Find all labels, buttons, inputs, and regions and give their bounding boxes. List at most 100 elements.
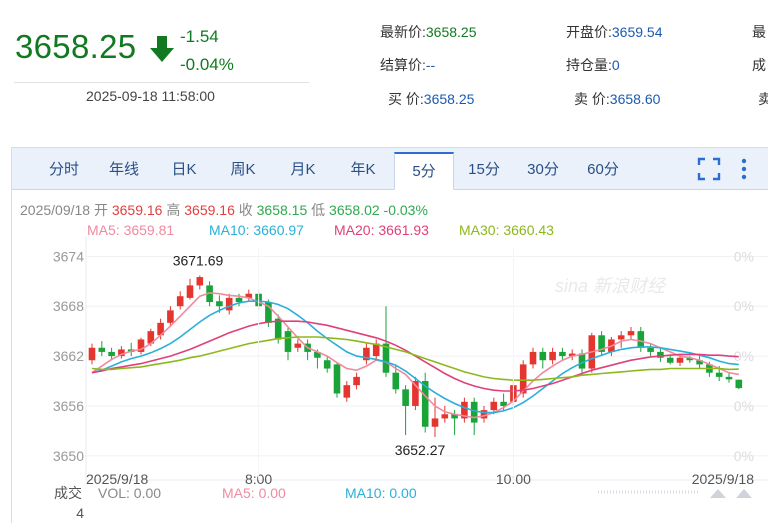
ma30-info: MA30: 3660.43 bbox=[459, 222, 554, 238]
candle-body bbox=[451, 414, 458, 419]
candle-body bbox=[470, 401, 478, 423]
scroll-left-icon bbox=[710, 489, 726, 498]
tab-daily-k[interactable]: 日K bbox=[171, 161, 197, 178]
quote-datetime: 2025-09-18 11:58:00 bbox=[86, 88, 215, 104]
more-menu-icon[interactable] bbox=[738, 157, 750, 181]
y-tick-label: 3650 bbox=[53, 448, 84, 464]
candle-body bbox=[108, 351, 115, 357]
candle-body bbox=[323, 360, 331, 369]
field-cut-9: 卖 bbox=[758, 91, 768, 107]
ma-line-ma10 bbox=[91, 300, 739, 414]
candle-body bbox=[265, 302, 272, 323]
y-tick-label: 3662 bbox=[53, 348, 84, 364]
candle-body bbox=[216, 301, 223, 307]
field-open-interest: 持仓量:0 bbox=[566, 57, 620, 73]
fullscreen-icon[interactable] bbox=[697, 157, 721, 181]
tab-30min[interactable]: 30分 bbox=[527, 161, 559, 178]
y-tick-right-label: 0% bbox=[734, 348, 754, 364]
down-arrow-icon bbox=[150, 36, 174, 62]
candle-body bbox=[715, 372, 723, 377]
field-latest-price: 最新价:3658.25 bbox=[380, 24, 477, 40]
tab-15min[interactable]: 15分 bbox=[468, 161, 500, 178]
candle-body bbox=[88, 347, 96, 361]
candle-body bbox=[441, 414, 449, 419]
scroll-right-icon bbox=[736, 489, 752, 498]
tab-monthly-k[interactable]: 月K bbox=[290, 161, 316, 178]
y-tick-label: 3668 bbox=[53, 298, 84, 314]
quote-header: 3658.25 -1.54 -0.04% 2025-09-18 11:58:00… bbox=[0, 0, 768, 118]
tab-60min[interactable]: 60分 bbox=[587, 161, 619, 178]
candle-body bbox=[490, 401, 498, 411]
field-ask-price: 卖 价:3658.60 bbox=[574, 91, 661, 107]
candle-body bbox=[657, 351, 664, 358]
field-cut-3: 最 bbox=[752, 24, 766, 40]
candle-body bbox=[176, 296, 184, 307]
volume-y-tick: 4 bbox=[76, 505, 84, 521]
volume-ma10: MA10: 0.00 bbox=[345, 485, 417, 501]
candle-body bbox=[137, 339, 145, 352]
last-price: 3658.25 bbox=[15, 28, 137, 65]
candle-body bbox=[167, 310, 174, 323]
period-tabs: 分时 年线 日K 周K 月K 年K 5分 15分 30分 60分 bbox=[12, 148, 768, 190]
candle-body bbox=[539, 351, 547, 361]
candle-body bbox=[353, 376, 360, 386]
tab-yearly-k[interactable]: 年K bbox=[350, 161, 376, 178]
candle-body bbox=[196, 277, 204, 286]
candle-body bbox=[529, 351, 537, 365]
volume-title: 成交 bbox=[54, 485, 82, 501]
candle-body bbox=[343, 385, 351, 398]
candle-body bbox=[372, 343, 380, 357]
candle-body bbox=[98, 347, 106, 352]
candle-body bbox=[118, 349, 125, 357]
y-tick-right-label: 0% bbox=[734, 448, 754, 464]
y-tick-right-label: 0% bbox=[734, 398, 754, 414]
candle-body bbox=[617, 335, 625, 340]
candle-body bbox=[382, 343, 390, 373]
price-change: -1.54 bbox=[180, 27, 219, 46]
candle-body bbox=[284, 331, 292, 352]
volume-ma5: MA5: 0.00 bbox=[222, 485, 286, 501]
candle-body bbox=[735, 379, 743, 389]
candle-body bbox=[333, 364, 341, 394]
candle-body bbox=[245, 293, 253, 298]
candle-body bbox=[559, 351, 566, 357]
extreme-annotation: 3671.69 bbox=[173, 253, 224, 269]
tab-weekly-k[interactable]: 周K bbox=[230, 161, 256, 178]
field-cut-6: 成 bbox=[752, 57, 766, 73]
candle-body bbox=[235, 297, 243, 303]
candle-body bbox=[637, 331, 645, 348]
candle-body bbox=[431, 418, 439, 427]
candle-body bbox=[402, 389, 409, 406]
x-tick-label: 2025/9/18 bbox=[86, 471, 148, 487]
candle-body bbox=[186, 285, 194, 298]
ma20-info: MA20: 3661.93 bbox=[334, 222, 429, 238]
tab-timeshare[interactable]: 分时 bbox=[48, 161, 79, 178]
candle-body bbox=[598, 335, 605, 352]
field-settle-price: 结算价:-- bbox=[380, 57, 436, 73]
ma-line-ma5 bbox=[91, 292, 739, 419]
candle-body bbox=[627, 331, 635, 336]
ma-line-ma20 bbox=[91, 320, 739, 392]
chart-panel: 分时 年线 日K 周K 月K 年K 5分 15分 30分 60分 2025/09… bbox=[11, 147, 768, 523]
ma5-info: MA5: 3659.81 bbox=[87, 222, 175, 238]
volume-vol: VOL: 0.00 bbox=[98, 485, 161, 501]
y-tick-right-label: 0% bbox=[734, 298, 754, 314]
candle-body bbox=[480, 410, 488, 419]
ma10-info: MA10: 3660.97 bbox=[209, 222, 304, 238]
candle-body bbox=[549, 351, 556, 361]
candle-body bbox=[363, 347, 370, 361]
candle-body bbox=[421, 381, 429, 427]
candle-body bbox=[314, 351, 321, 358]
x-tick-label: 2025/9/18 bbox=[692, 471, 754, 487]
candle-body bbox=[294, 343, 302, 348]
ohlc-info: 2025/09/18 开 3659.16 高 3659.16 收 3658.15… bbox=[20, 202, 428, 218]
tab-5min[interactable]: 5分 bbox=[394, 152, 454, 190]
tab-year-line[interactable]: 年线 bbox=[108, 161, 139, 178]
ma-line-ma30 bbox=[91, 336, 739, 382]
candle-body bbox=[274, 318, 282, 340]
candle-body bbox=[686, 357, 694, 361]
y-tick-label: 3656 bbox=[53, 398, 84, 414]
price-change-pct: -0.04% bbox=[180, 55, 234, 74]
divider bbox=[14, 82, 309, 83]
candle-body bbox=[725, 376, 733, 380]
